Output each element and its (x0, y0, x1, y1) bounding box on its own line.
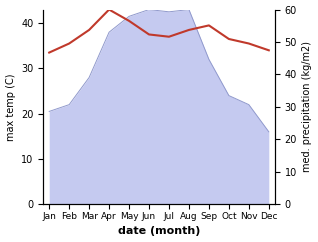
Y-axis label: med. precipitation (kg/m2): med. precipitation (kg/m2) (302, 41, 313, 172)
X-axis label: date (month): date (month) (118, 227, 200, 236)
Y-axis label: max temp (C): max temp (C) (5, 73, 16, 141)
